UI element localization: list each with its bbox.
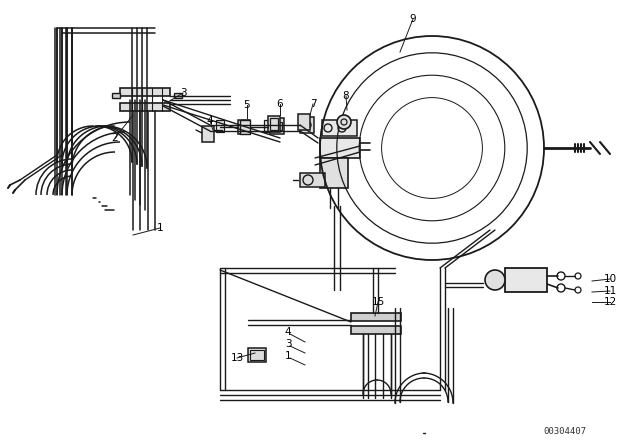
- Text: 10: 10: [604, 274, 616, 284]
- Bar: [240, 120, 250, 134]
- Bar: [241, 120, 249, 132]
- Bar: [505, 268, 547, 292]
- Text: 4: 4: [207, 116, 213, 126]
- Text: 1: 1: [285, 351, 291, 361]
- Bar: [238, 120, 250, 134]
- Text: 5: 5: [244, 100, 250, 110]
- Bar: [174, 93, 182, 98]
- Text: 11: 11: [604, 286, 616, 296]
- Bar: [300, 117, 314, 133]
- Bar: [112, 93, 120, 98]
- Text: 00304407: 00304407: [543, 427, 586, 436]
- Text: 3: 3: [285, 339, 291, 349]
- Text: 3: 3: [180, 88, 186, 98]
- Bar: [202, 126, 214, 142]
- Text: 12: 12: [604, 297, 616, 307]
- Bar: [250, 350, 264, 360]
- Text: 7: 7: [310, 99, 316, 109]
- Text: 9: 9: [410, 14, 416, 24]
- Text: 2: 2: [112, 133, 118, 143]
- Text: 15: 15: [371, 297, 385, 307]
- Bar: [272, 122, 282, 130]
- Circle shape: [337, 115, 351, 129]
- Text: 8: 8: [342, 91, 349, 101]
- Bar: [268, 116, 280, 132]
- Bar: [351, 326, 401, 334]
- Text: 6: 6: [276, 99, 284, 109]
- Text: 13: 13: [230, 353, 244, 363]
- Bar: [300, 173, 325, 187]
- Text: 4: 4: [285, 327, 291, 337]
- Bar: [120, 88, 170, 96]
- Bar: [320, 158, 348, 188]
- Bar: [322, 120, 357, 136]
- Bar: [248, 348, 266, 362]
- Bar: [216, 120, 224, 132]
- Bar: [270, 118, 278, 130]
- Bar: [264, 120, 272, 132]
- Bar: [120, 103, 170, 111]
- Bar: [298, 114, 310, 130]
- Text: 1: 1: [157, 223, 163, 233]
- Bar: [270, 118, 284, 134]
- Bar: [320, 138, 360, 158]
- Bar: [351, 313, 401, 321]
- Circle shape: [485, 270, 505, 290]
